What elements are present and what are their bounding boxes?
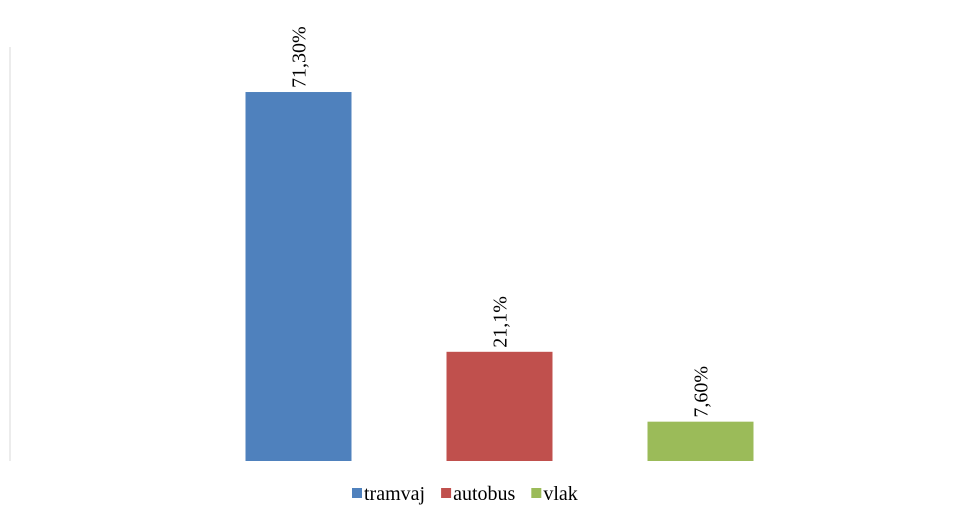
legend-label: autobus — [453, 483, 515, 505]
bar — [446, 351, 553, 461]
legend-swatch — [352, 488, 362, 498]
value-label: 21,1% — [490, 296, 512, 348]
bar — [647, 421, 754, 461]
bar — [245, 92, 352, 462]
legend-label: tramvaj — [364, 483, 425, 505]
legend-swatch — [531, 488, 542, 498]
value-label: 7,60% — [691, 366, 713, 418]
legend-label: vlak — [543, 483, 577, 505]
legend-swatch — [441, 488, 452, 498]
value-label: 71,30% — [289, 26, 311, 88]
